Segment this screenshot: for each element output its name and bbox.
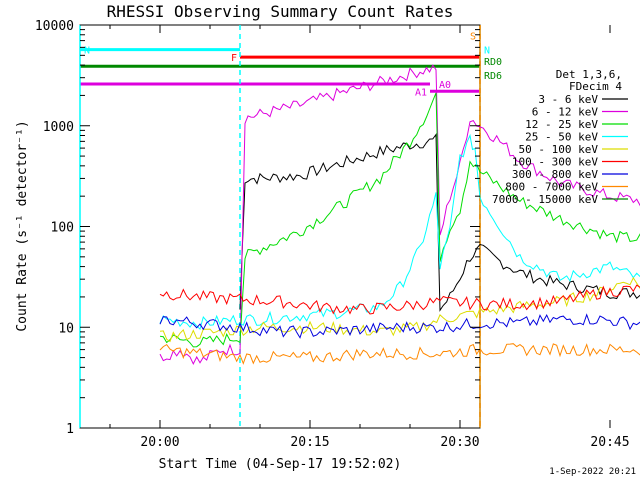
x-tick-label: 20:00 <box>140 435 179 450</box>
y-axis-ticks: 1 10 100 1000 10000 <box>35 19 480 437</box>
legend-entry-label: 12 - 25 keV <box>525 118 598 131</box>
vertical-markers <box>79 25 481 428</box>
x-tick-label: 20:15 <box>290 435 329 450</box>
flag-label: A1 <box>415 87 427 98</box>
legend-entry-label: 6 - 12 keV <box>532 106 599 119</box>
flag-label: S <box>470 31 476 42</box>
flags-layer: N N F S A1 A0 RD0 RD6 <box>80 31 502 98</box>
x-tick-label: 20:30 <box>440 435 479 450</box>
flag-label: RD0 <box>484 57 502 68</box>
flag-label: A0 <box>439 80 451 91</box>
flag-label: F <box>231 53 237 64</box>
y-tick-label: 1 <box>66 422 74 437</box>
series-line <box>159 276 640 343</box>
series-line <box>159 284 640 315</box>
series-line <box>239 133 640 312</box>
footer-timestamp: 1-Sep-2022 20:21 <box>549 467 636 477</box>
flag-label: N <box>84 46 90 57</box>
y-tick-label: 10 <box>58 321 74 336</box>
legend-entry-label: 50 - 100 keV <box>519 143 599 156</box>
legend-entry-label: 800 - 7000 keV <box>505 181 598 194</box>
legend-entry-label: 3 - 6 keV <box>538 93 598 106</box>
y-tick-label: 10000 <box>35 19 74 34</box>
legend-header: Det 1,3,6, <box>556 68 622 81</box>
x-axis-label: Start Time (04-Sep-17 19:52:02) <box>159 457 402 472</box>
legend-entry-label: 300 - 800 keV <box>512 168 598 181</box>
series-layer <box>159 64 640 366</box>
series-line <box>159 133 640 331</box>
y-tick-label: 1000 <box>43 120 74 135</box>
series-line <box>159 313 640 339</box>
series-line <box>159 64 640 366</box>
chart-title: RHESSI Observing Summary Count Rates <box>107 2 454 21</box>
series-line <box>159 343 640 365</box>
legend-entry-label: 100 - 300 keV <box>512 156 598 169</box>
plot-frame <box>79 24 481 429</box>
legend-header: FDecim 4 <box>569 80 622 93</box>
legend-entry-label: 25 - 50 keV <box>525 131 598 144</box>
flag-label: N <box>484 46 490 57</box>
legend-entry-label: 7000 - 15000 keV <box>492 193 598 206</box>
flag-label: RD6 <box>484 71 502 82</box>
series-line <box>159 92 640 348</box>
x-tick-label: 20:45 <box>590 435 629 450</box>
y-tick-label: 100 <box>51 221 74 236</box>
y-axis-label: Count Rate (s⁻¹ detector⁻¹) <box>15 120 30 331</box>
